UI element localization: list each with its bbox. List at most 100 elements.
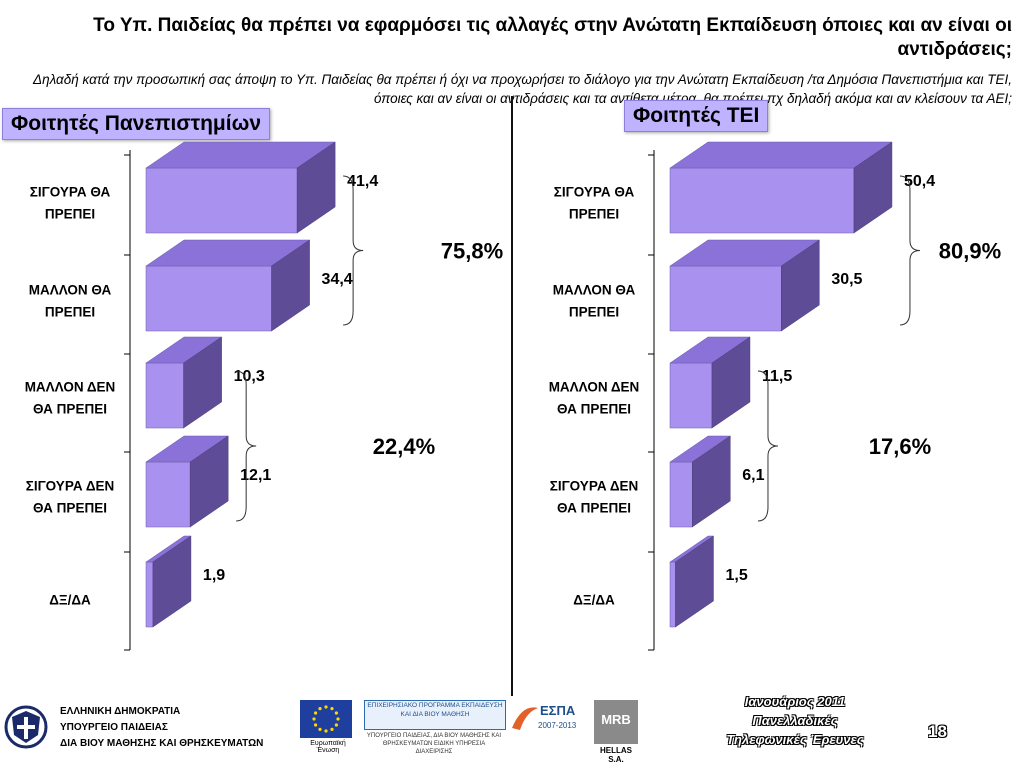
category-label-line: ΘΑ ΠΡΕΠΕΙ <box>557 501 631 516</box>
panel-label-tei: Φοιτητές ΤΕΙ <box>624 100 769 132</box>
panel-label-university: Φοιτητές Πανεπιστημίων <box>2 108 271 140</box>
bar-value-label: 12,1 <box>240 467 271 484</box>
bar-side <box>152 535 192 628</box>
bar-side <box>271 239 310 332</box>
page-title: Το Υπ. Παιδείας θα πρέπει να εφαρμόσει τ… <box>93 15 1012 60</box>
eu-star-icon <box>324 705 328 709</box>
eu-star-icon <box>318 707 322 711</box>
bar-value-label: 1,5 <box>725 567 747 584</box>
bar-front <box>145 362 184 429</box>
footer-ministry-sub-text: ΔΙΑ ΒΙΟΥ ΜΑΘΗΣΗΣ ΚΑΙ ΘΡΗΣΚΕΥΜΑΤΩΝ <box>60 738 264 749</box>
survey-method: Τηλεφωνικές Έρευνες <box>726 732 864 747</box>
bar-value-label: 50,4 <box>904 173 935 190</box>
bar-value-label: 30,5 <box>831 271 862 288</box>
category-label-line: ΜΑΛΛΟΝ ΘΑ <box>29 283 112 298</box>
eu-star-icon <box>334 711 338 715</box>
panel-divider <box>511 96 513 696</box>
group-brace <box>757 370 778 522</box>
group-percent-label: 22,4% <box>373 434 435 459</box>
ministry-footer: ΕΛΛΗΝΙΚΗ ΔΗΜΟΚΡΑΤΙΑ ΥΠΟΥΡΓΕΙΟ ΠΑΙΔΕΙΑΣ Δ… <box>0 695 290 765</box>
eu-star-icon <box>324 729 328 733</box>
category-label: ΜΑΛΛΟΝ ΘΑ ΠΡΕΠΕΙ <box>553 283 636 320</box>
bar-front <box>145 461 191 528</box>
bar-front <box>669 167 855 234</box>
category-label: ΣΙΓΟΥΡΑ ΘΑ ΠΡΕΠΕΙ <box>554 185 635 222</box>
category-label-line: ΠΡΕΠΕΙ <box>45 207 95 222</box>
group-percent-label: 17,6% <box>869 434 931 459</box>
program-logo: ΕΠΙΧΕΙΡΗΣΙΑΚΟ ΠΡΟΓΡΑΜΜΑ ΕΚΠΑΙΔΕΥΣΗ ΚΑΙ Δ… <box>364 700 506 730</box>
bar-front <box>669 461 693 528</box>
mrb-logo-text: MRB <box>601 712 631 727</box>
group-brace <box>899 175 920 326</box>
category-label: ΜΑΛΛΟΝ ΔΕΝ ΘΑ ΠΡΕΠΕΙ <box>549 380 640 417</box>
charts-canvas: 41,4 ΣΙΓΟΥΡΑ ΘΑ ΠΡΕΠΕΙ 34,4 ΜΑΛΛΟΝ ΘΑ ΠΡΕΠΕΙ 1… <box>25 141 1001 651</box>
question-subtitle: Δηλαδή κατά την προσωπική σας άποψη το Υ… <box>33 72 1012 106</box>
eu-star-icon <box>334 723 338 727</box>
bar-value-label: 1,9 <box>203 567 225 584</box>
category-label: ΜΑΛΛΟΝ ΔΕΝ ΘΑ ΠΡΕΠΕΙ <box>25 380 116 417</box>
survey-scope: Πανελλαδικές <box>752 713 838 728</box>
eu-star-icon <box>312 717 316 721</box>
category-label: ΣΙΓΟΥΡΑ ΘΑ ΠΡΕΠΕΙ <box>30 185 111 222</box>
mrb-caption: HELLAS S.A. <box>600 746 632 764</box>
eu-star-icon <box>314 711 318 715</box>
footer-republic-text: ΕΛΛΗΝΙΚΗ ΔΗΜΟΚΡΑΤΙΑ <box>60 706 181 717</box>
eu-star-icon <box>318 727 322 731</box>
espa-logo-icon: ΕΣΠΑ 2007-2013 <box>512 703 577 730</box>
bar-front <box>669 561 676 628</box>
category-label-line: ΜΑΛΛΟΝ ΔΕΝ <box>549 380 640 395</box>
eu-star-icon <box>330 727 334 731</box>
eu-flag-icon <box>300 700 352 738</box>
bar-front <box>145 265 272 332</box>
bar-side <box>853 141 893 234</box>
category-label-line: ΠΡΕΠΕΙ <box>569 305 619 320</box>
page-number: 18 <box>928 722 947 741</box>
category-label-line: ΔΞ/ΔΑ <box>573 593 615 608</box>
category-label-line: ΣΙΓΟΥΡΑ ΔΕΝ <box>26 479 115 494</box>
bar-side <box>183 336 222 429</box>
group-brace <box>343 175 364 326</box>
category-label-line: ΜΑΛΛΟΝ ΔΕΝ <box>25 380 116 395</box>
bar-side <box>711 336 751 429</box>
category-label: ΜΑΛΛΟΝ ΘΑ ΠΡΕΠΕΙ <box>29 283 112 320</box>
bar-value-label: 10,3 <box>234 368 265 385</box>
bar-side <box>675 535 714 628</box>
category-label-line: ΣΙΓΟΥΡΑ ΘΑ <box>30 185 111 200</box>
bar-value-label: 11,5 <box>762 368 792 385</box>
bar-front <box>669 265 782 332</box>
group-percent-label: 80,9% <box>939 239 1001 264</box>
espa-years: 2007-2013 <box>538 721 577 730</box>
eu-caption: Ευρωπαϊκή Ένωση <box>310 740 346 754</box>
bar-front <box>145 167 298 234</box>
category-label-line: ΔΞ/ΔΑ <box>49 593 91 608</box>
bar-side <box>296 141 336 234</box>
eu-star-icon <box>336 717 340 721</box>
group-percent-label: 75,8% <box>441 239 503 264</box>
category-label: ΣΙΓΟΥΡΑ ΔΕΝ ΘΑ ΠΡΕΠΕΙ <box>26 479 115 516</box>
bar-side <box>189 435 229 528</box>
bar-side <box>692 435 731 528</box>
survey-info: Ιανουάριος 2011 Πανελλαδικές Τηλεφωνικές… <box>700 692 890 749</box>
bar-front <box>145 561 154 628</box>
category-label-line: ΣΙΓΟΥΡΑ ΔΕΝ <box>550 479 639 494</box>
category-label-line: ΘΑ ΠΡΕΠΕΙ <box>557 402 631 417</box>
mrb-logo: MRB <box>594 700 638 744</box>
bar-side <box>781 239 820 332</box>
category-label-line: ΘΑ ΠΡΕΠΕΙ <box>33 501 107 516</box>
bar-value-label: 34,4 <box>322 271 353 288</box>
category-label-line: ΠΡΕΠΕΙ <box>569 207 619 222</box>
footer-ministry-text: ΥΠΟΥΡΓΕΙΟ ΠΑΙΔΕΙΑΣ <box>60 722 168 733</box>
bar-top <box>669 141 893 169</box>
category-label: ΔΞ/ΔΑ <box>573 593 615 608</box>
program-caption: ΥΠΟΥΡΓΕΙΟ ΠΑΙΔΕΙΑΣ, ΔΙΑ ΒΙΟΥ ΜΑΘΗΣΗΣ ΚΑΙ… <box>366 733 502 755</box>
group-brace <box>236 370 257 522</box>
category-label-line: ΣΙΓΟΥΡΑ ΘΑ <box>554 185 635 200</box>
greek-emblem-icon <box>4 705 48 749</box>
category-label: ΣΙΓΟΥΡΑ ΔΕΝ ΘΑ ΠΡΕΠΕΙ <box>550 479 639 516</box>
bar-front <box>669 362 713 429</box>
category-label-line: ΜΑΛΛΟΝ ΘΑ <box>553 283 636 298</box>
category-label-line: ΘΑ ΠΡΕΠΕΙ <box>33 402 107 417</box>
eu-star-icon <box>314 723 318 727</box>
bar-value-label: 6,1 <box>742 467 764 484</box>
bar-value-label: 41,4 <box>347 173 378 190</box>
